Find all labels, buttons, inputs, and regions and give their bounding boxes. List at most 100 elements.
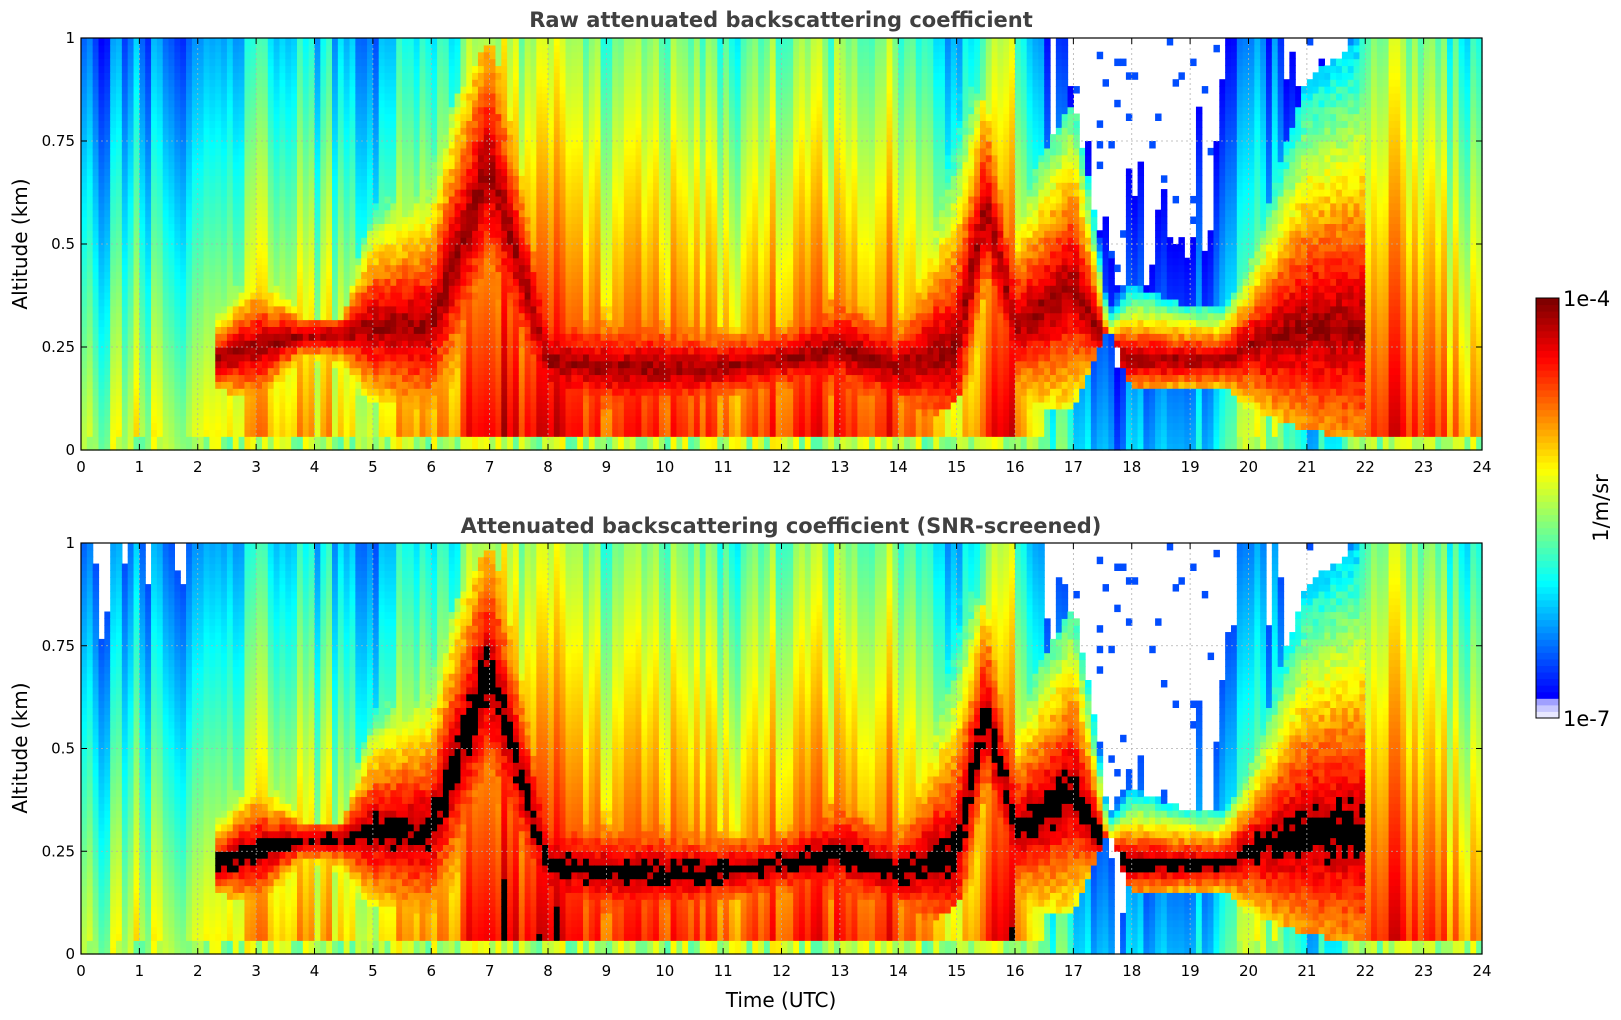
heatmap-cell bbox=[186, 320, 192, 327]
heatmap-cell bbox=[110, 196, 116, 203]
heatmap-cell bbox=[81, 141, 87, 148]
heatmap-cell bbox=[169, 340, 175, 347]
heatmap-cell bbox=[163, 79, 169, 86]
heatmap-cell bbox=[87, 409, 93, 416]
heatmap-cell bbox=[186, 333, 192, 340]
heatmap-cell bbox=[186, 258, 192, 265]
heatmap-cell bbox=[198, 409, 204, 416]
heatmap-cell bbox=[180, 182, 186, 189]
heatmap-cell bbox=[128, 210, 134, 217]
heatmap-cell bbox=[122, 189, 128, 196]
heatmap-cell bbox=[157, 45, 163, 52]
heatmap-cell bbox=[99, 162, 105, 169]
heatmap-cell bbox=[81, 320, 87, 327]
heatmap-cell bbox=[174, 285, 180, 292]
heatmap-cell bbox=[145, 265, 151, 272]
heatmap-cell bbox=[204, 258, 210, 265]
heatmap-cell bbox=[110, 38, 116, 45]
heatmap-cell bbox=[122, 265, 128, 272]
heatmap-cell bbox=[145, 196, 151, 203]
heatmap-cell bbox=[134, 271, 140, 278]
heatmap-cell bbox=[174, 120, 180, 127]
heatmap-cell bbox=[151, 333, 157, 340]
heatmap-cell bbox=[87, 395, 93, 402]
heatmap-cell bbox=[204, 436, 210, 443]
heatmap-cell bbox=[116, 127, 122, 134]
heatmap-cell bbox=[122, 416, 128, 423]
heatmap-cell bbox=[93, 340, 99, 347]
heatmap-cell bbox=[93, 402, 99, 409]
heatmap-cell bbox=[110, 162, 116, 169]
heatmap-cell bbox=[139, 278, 145, 285]
heatmap-cell bbox=[104, 374, 110, 381]
heatmap-cell bbox=[180, 120, 186, 127]
heatmap-cell bbox=[99, 313, 105, 320]
heatmap-cell bbox=[122, 59, 128, 66]
heatmap-cell bbox=[116, 168, 122, 175]
heatmap-cell bbox=[180, 265, 186, 272]
heatmap-cell bbox=[104, 141, 110, 148]
heatmap-cell bbox=[169, 251, 175, 258]
heatmap-cell bbox=[128, 265, 134, 272]
heatmap-cell bbox=[169, 100, 175, 107]
heatmap-cell bbox=[169, 120, 175, 127]
heatmap-cell bbox=[128, 347, 134, 354]
heatmap-cell bbox=[198, 203, 204, 210]
heatmap-cell bbox=[122, 306, 128, 313]
heatmap-cell bbox=[93, 299, 99, 306]
heatmap-cell bbox=[186, 244, 192, 251]
heatmap-cell bbox=[139, 333, 145, 340]
heatmap-cell bbox=[174, 237, 180, 244]
heatmap-cell bbox=[128, 155, 134, 162]
heatmap-cell bbox=[116, 271, 122, 278]
heatmap-cell bbox=[128, 223, 134, 230]
heatmap-cell bbox=[163, 127, 169, 134]
heatmap-cell bbox=[145, 175, 151, 182]
heatmap-cell bbox=[87, 141, 93, 148]
heatmap-cell bbox=[116, 395, 122, 402]
heatmap-cell bbox=[169, 299, 175, 306]
heatmap-cell bbox=[174, 423, 180, 430]
heatmap-cell bbox=[104, 210, 110, 217]
heatmap-cell bbox=[174, 354, 180, 361]
heatmap-cell bbox=[198, 402, 204, 409]
heatmap-cell bbox=[145, 436, 151, 443]
heatmap-cell bbox=[157, 120, 163, 127]
heatmap-cell bbox=[81, 416, 87, 423]
heatmap-cell bbox=[145, 388, 151, 395]
heatmap-cell bbox=[169, 141, 175, 148]
heatmap-cell bbox=[116, 45, 122, 52]
heatmap-cell bbox=[204, 306, 210, 313]
heatmap-cell bbox=[104, 189, 110, 196]
heatmap-cell bbox=[186, 45, 192, 52]
heatmap-cell bbox=[87, 182, 93, 189]
heatmap-cell bbox=[198, 423, 204, 430]
heatmap-cell bbox=[93, 347, 99, 354]
heatmap-cell bbox=[104, 436, 110, 443]
heatmap-cell bbox=[116, 374, 122, 381]
heatmap-cell bbox=[169, 258, 175, 265]
heatmap-cell bbox=[204, 354, 210, 361]
heatmap-cell bbox=[139, 107, 145, 114]
heatmap-cell bbox=[87, 230, 93, 237]
heatmap-cell bbox=[139, 141, 145, 148]
heatmap-cell bbox=[186, 65, 192, 72]
heatmap-cell bbox=[198, 395, 204, 402]
heatmap-cell bbox=[99, 244, 105, 251]
heatmap-cell bbox=[198, 278, 204, 285]
heatmap-cell bbox=[104, 217, 110, 224]
heatmap-cell bbox=[174, 299, 180, 306]
heatmap-cell bbox=[180, 223, 186, 230]
heatmap-cell bbox=[198, 79, 204, 86]
heatmap-cell bbox=[204, 395, 210, 402]
heatmap-cell bbox=[116, 79, 122, 86]
heatmap-cell bbox=[198, 52, 204, 59]
heatmap-cell bbox=[87, 100, 93, 107]
heatmap-cell bbox=[93, 217, 99, 224]
heatmap-cell bbox=[139, 251, 145, 258]
heatmap-cell bbox=[151, 59, 157, 66]
heatmap-cell bbox=[151, 326, 157, 333]
heatmap-cell bbox=[169, 423, 175, 430]
heatmap-cell bbox=[81, 237, 87, 244]
figure: Raw attenuated backscattering coefficien… bbox=[0, 0, 1621, 1020]
